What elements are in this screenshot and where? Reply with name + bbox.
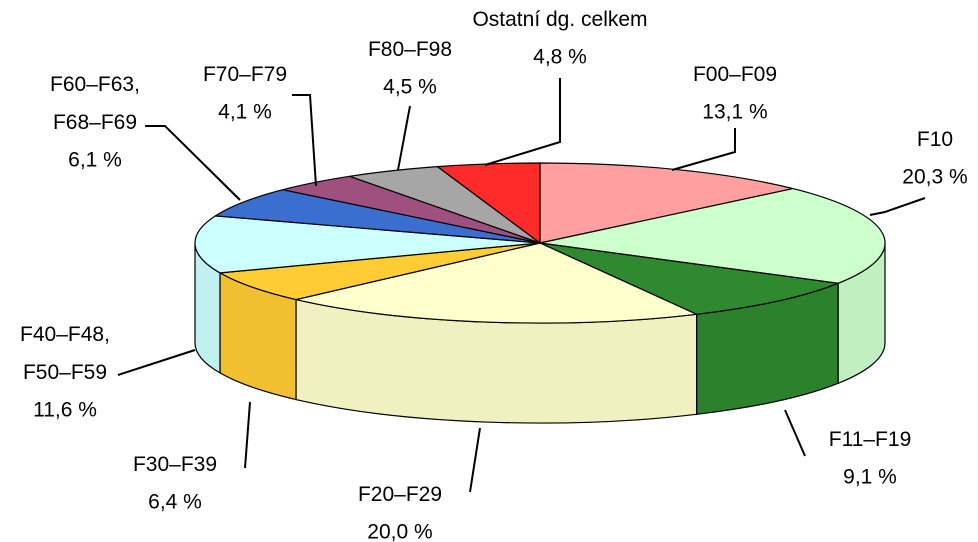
slice bbox=[539, 187, 886, 284]
slice-label: F80–F98 bbox=[368, 38, 452, 61]
slice bbox=[295, 242, 699, 324]
slice-label: F00–F09 bbox=[693, 63, 777, 86]
leader-line bbox=[784, 409, 806, 457]
slice-value-label: 4,8 % bbox=[533, 46, 587, 69]
slice-label: F40–F48, F50–F59 bbox=[20, 323, 110, 384]
slice-label: F30–F39 bbox=[133, 453, 217, 476]
slice bbox=[539, 162, 794, 244]
slice bbox=[194, 215, 541, 274]
slice bbox=[213, 189, 541, 244]
slice-side-shade bbox=[195, 243, 220, 373]
leader-line bbox=[484, 78, 561, 166]
leader-line bbox=[117, 349, 196, 376]
leader-line bbox=[145, 125, 241, 201]
leader-line bbox=[397, 105, 411, 171]
slice-label: F11–F19 bbox=[829, 428, 912, 451]
leader-line bbox=[869, 197, 926, 216]
slice-value-label: 4,5 % bbox=[383, 76, 437, 99]
slice-value-label: 4,1 % bbox=[218, 101, 272, 124]
slice-side-shade bbox=[220, 272, 296, 400]
slice-side-shade bbox=[696, 283, 839, 415]
slice-label: F10 bbox=[917, 128, 953, 151]
leader-line bbox=[469, 427, 481, 493]
leader-line bbox=[244, 401, 251, 469]
leader-line bbox=[671, 128, 736, 171]
slice bbox=[539, 242, 841, 315]
slice-label: F60–F63, F68–F69 bbox=[50, 73, 140, 134]
pie-sides bbox=[194, 242, 886, 424]
slice-value-label: 11,6 % bbox=[33, 399, 97, 422]
slice-value-label: 9,1 % bbox=[843, 466, 897, 489]
slice-label: Ostatní dg. celkem bbox=[472, 8, 647, 31]
slice-value-label: 20,3 % bbox=[902, 166, 967, 189]
slice-value-label: 6,1 % bbox=[68, 149, 122, 172]
slice-value-label: 6,4 % bbox=[148, 491, 202, 514]
slice-label: F20–F29 bbox=[358, 483, 442, 506]
slice bbox=[218, 242, 541, 301]
slice-value-label: 13,1 % bbox=[702, 101, 767, 124]
pie-tops bbox=[194, 162, 886, 324]
slice-label: F70–F79 bbox=[203, 63, 287, 86]
slice-side-shade bbox=[838, 243, 886, 384]
slice-value-label: 20,0 % bbox=[367, 521, 432, 542]
leader-line bbox=[292, 94, 317, 187]
slice-side-shade bbox=[296, 299, 697, 424]
